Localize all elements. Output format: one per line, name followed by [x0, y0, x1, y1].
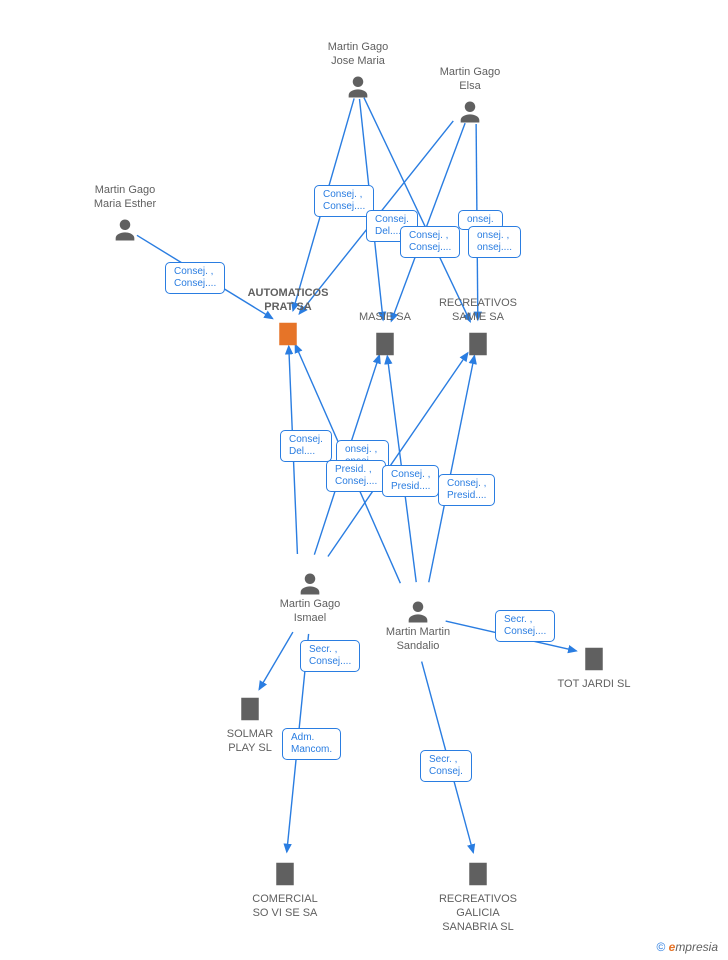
edge-role-label: Consej. Del.... [280, 430, 332, 462]
edge-role-label: Consej. , Consej.... [314, 185, 374, 217]
edge-role-label: Consej. , Consej.... [165, 262, 225, 294]
edge-role-label: onsej. , onsej.... [468, 226, 521, 258]
copyright-symbol: © [656, 940, 665, 954]
edge-role-label: Presid. , Consej.... [326, 460, 386, 492]
edge-role-label: Consej. , Presid.... [382, 465, 439, 497]
edge-role-label: Secr. , Consej. [420, 750, 472, 782]
edge-role-label: Secr. , Consej.... [300, 640, 360, 672]
edge-labels-layer: Consej. , Consej.... Consej. , Consej....… [0, 0, 728, 960]
edge-role-label: Consej. , Consej.... [400, 226, 460, 258]
footer-branding: © empresia [656, 940, 718, 954]
brand-rest: mpresia [675, 940, 718, 954]
edge-role-label: Secr. , Consej.... [495, 610, 555, 642]
edge-role-label: Adm. Mancom. [282, 728, 341, 760]
edge-role-label: Consej. , Presid.... [438, 474, 495, 506]
